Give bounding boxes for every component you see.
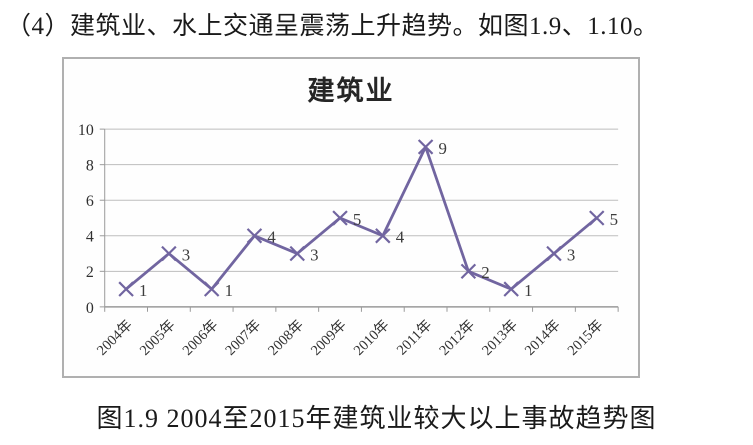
marker-x-stroke <box>289 245 305 262</box>
chart-frame: 0 2 4 6 8 10 2004年 2005年 2006年 2007年 2008年 2009年 201… <box>62 57 640 378</box>
x-tick-label: 2015年 <box>564 316 607 358</box>
data-label: 1 <box>524 281 532 300</box>
x-tick-label: 2013年 <box>478 316 521 358</box>
y-tick-label: 6 <box>86 193 94 210</box>
data-labels: 1 3 1 4 3 5 4 9 2 1 3 5 <box>139 139 618 300</box>
marker-x-stroke <box>503 281 519 297</box>
x-tick-label: 2006年 <box>179 316 222 358</box>
data-label: 3 <box>567 245 575 264</box>
data-label: 2 <box>481 263 489 282</box>
x-tick-label: 2004年 <box>93 316 136 358</box>
series-line <box>124 145 599 291</box>
y-tick-label: 10 <box>78 122 94 139</box>
data-label: 3 <box>310 245 318 264</box>
x-tick-label: 2009年 <box>307 316 350 358</box>
x-tick-label: 2010年 <box>350 316 393 358</box>
x-tick-label: 2014年 <box>521 316 564 358</box>
y-tick-label: 2 <box>86 264 94 281</box>
x-axis-labels: 2004年 2005年 2006年 2007年 2008年 2009年 2010年 2011年… <box>93 316 606 358</box>
data-label: 1 <box>139 281 147 300</box>
marker-x-stroke <box>332 210 348 226</box>
data-label: 4 <box>267 228 276 247</box>
x-ticks <box>104 306 619 312</box>
marker-x-stroke <box>118 281 134 297</box>
figure-caption: 图1.9 2004至2015年建筑业较大以上事故趋势图 <box>96 404 657 433</box>
data-label: 5 <box>353 210 361 229</box>
data-label: 3 <box>182 245 190 264</box>
marker-x-stroke <box>417 139 434 155</box>
marker-x-stroke <box>460 263 477 280</box>
x-tick-label: 2011年 <box>393 316 435 358</box>
chart-title: 建筑业 <box>307 76 395 106</box>
marker-x-stroke <box>161 245 177 262</box>
data-label: 9 <box>439 139 447 158</box>
x-tick-label: 2007年 <box>222 316 265 358</box>
x-tick-label: 2008年 <box>264 316 307 358</box>
marker-x-stroke <box>589 210 605 226</box>
data-point-markers <box>118 139 605 297</box>
data-label: 5 <box>610 210 618 229</box>
marker-x-stroke <box>246 228 263 244</box>
data-label: 1 <box>225 281 233 300</box>
y-axis-labels: 0 2 4 6 8 10 <box>78 122 94 317</box>
x-tick-label: 2005年 <box>136 316 179 358</box>
marker-x-stroke <box>375 228 391 244</box>
x-tick-label: 2012年 <box>436 316 479 358</box>
y-tick-label: 8 <box>86 158 94 175</box>
marker-x-stroke <box>546 245 562 262</box>
y-tick-label: 0 <box>86 300 94 317</box>
data-label: 4 <box>396 228 405 247</box>
intro-paragraph: （4）建筑业、水上交通呈震荡上升趋势。如图1.9、1.10。 <box>6 13 659 40</box>
y-tick-label: 4 <box>86 229 94 246</box>
marker-x-stroke <box>203 281 220 297</box>
